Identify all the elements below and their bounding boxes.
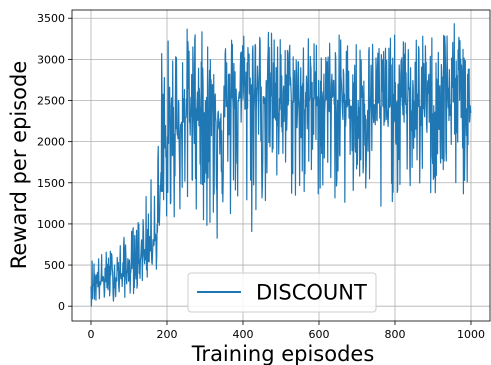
x-tick-label: 400 — [233, 328, 254, 341]
x-axis-title: Training episodes — [191, 342, 375, 365]
x-axis: 0 200 400 600 800 1000 — [88, 321, 485, 341]
y-axis-title: Reward per episode — [7, 61, 31, 270]
y-tick-label: 3500 — [37, 12, 65, 25]
x-tick-label: 1000 — [457, 328, 485, 341]
y-tick-label: 2000 — [37, 136, 65, 149]
y-tick-label: 1000 — [37, 218, 65, 231]
x-tick-label: 200 — [157, 328, 178, 341]
y-tick-label: 500 — [44, 259, 65, 272]
y-axis: 0 500 1000 1500 2000 2500 3000 3500 — [37, 12, 72, 313]
legend: DISCOUNT — [187, 272, 377, 313]
x-tick-label: 0 — [88, 328, 95, 341]
legend-label-discount: DISCOUNT — [256, 281, 367, 305]
legend-box — [187, 272, 377, 313]
series-line-discount — [90, 23, 472, 307]
x-tick-label: 600 — [309, 328, 330, 341]
x-tick-label: 800 — [385, 328, 406, 341]
y-tick-label: 3000 — [37, 53, 65, 66]
y-tick-label: 0 — [58, 300, 65, 313]
plot-frame — [71, 9, 491, 322]
y-tick-label: 2500 — [37, 95, 65, 108]
y-tick-label: 1500 — [37, 177, 65, 190]
